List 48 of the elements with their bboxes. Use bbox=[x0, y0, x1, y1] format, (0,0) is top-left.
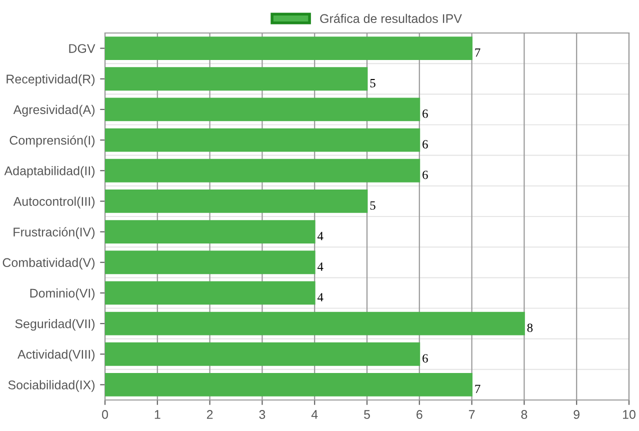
x-tick-label: 4 bbox=[311, 410, 318, 419]
x-tick-label: 6 bbox=[416, 410, 422, 419]
data-label: 6 bbox=[422, 354, 428, 363]
bar bbox=[105, 158, 420, 182]
legend-label: Gráfica de resultados IPV bbox=[320, 14, 462, 24]
x-tick-label: 3 bbox=[259, 410, 266, 419]
y-tick-label: DGV bbox=[69, 44, 96, 53]
data-label: 6 bbox=[422, 170, 428, 180]
bar bbox=[105, 128, 420, 152]
bar bbox=[105, 312, 525, 336]
y-tick-label: Receptividad(R) bbox=[6, 74, 95, 86]
x-tick-label: 7 bbox=[468, 410, 475, 419]
bar bbox=[105, 250, 316, 274]
data-label: 7 bbox=[475, 384, 480, 394]
bar bbox=[105, 342, 420, 366]
x-tick-label: 2 bbox=[206, 410, 213, 419]
bar bbox=[105, 281, 316, 305]
bar bbox=[105, 190, 368, 213]
x-tick-label: 9 bbox=[574, 410, 580, 419]
bar bbox=[105, 220, 316, 244]
data-label: 8 bbox=[527, 324, 533, 332]
data-label: 4 bbox=[317, 262, 324, 271]
data-label: 7 bbox=[475, 48, 480, 57]
data-label: 4 bbox=[317, 293, 324, 302]
bar bbox=[105, 373, 472, 396]
bar bbox=[105, 67, 368, 91]
x-tick-label: 8 bbox=[521, 410, 528, 419]
y-tick-label: Agresividad(A) bbox=[13, 104, 95, 117]
y-tick-label: Seguridad(VII) bbox=[15, 319, 95, 331]
bar bbox=[105, 98, 420, 122]
x-tick-label: 0 bbox=[102, 410, 108, 419]
data-label: 4 bbox=[317, 232, 324, 240]
data-label: 6 bbox=[422, 140, 428, 149]
bar bbox=[105, 36, 472, 60]
y-tick-label: Combatividad(V) bbox=[2, 258, 95, 270]
y-tick-label: Comprensión(I) bbox=[10, 135, 95, 148]
data-label: 6 bbox=[422, 110, 428, 118]
y-tick-label: Autocontrol(III) bbox=[13, 196, 95, 208]
x-tick-label: 1 bbox=[154, 410, 160, 419]
data-label: 5 bbox=[370, 201, 376, 210]
y-tick-label: Sociabilidad(IX) bbox=[8, 380, 95, 392]
y-tick-label: Actividad(VIII) bbox=[18, 350, 95, 362]
y-tick-label: Frustración(IV) bbox=[14, 227, 95, 239]
y-tick-label: Dominio(VI) bbox=[30, 288, 95, 300]
y-tick-label: Adaptabilidad(II) bbox=[4, 166, 95, 178]
x-tick-label: 5 bbox=[364, 410, 370, 419]
data-label: 5 bbox=[370, 79, 376, 88]
x-tick-label: 10 bbox=[623, 410, 636, 419]
